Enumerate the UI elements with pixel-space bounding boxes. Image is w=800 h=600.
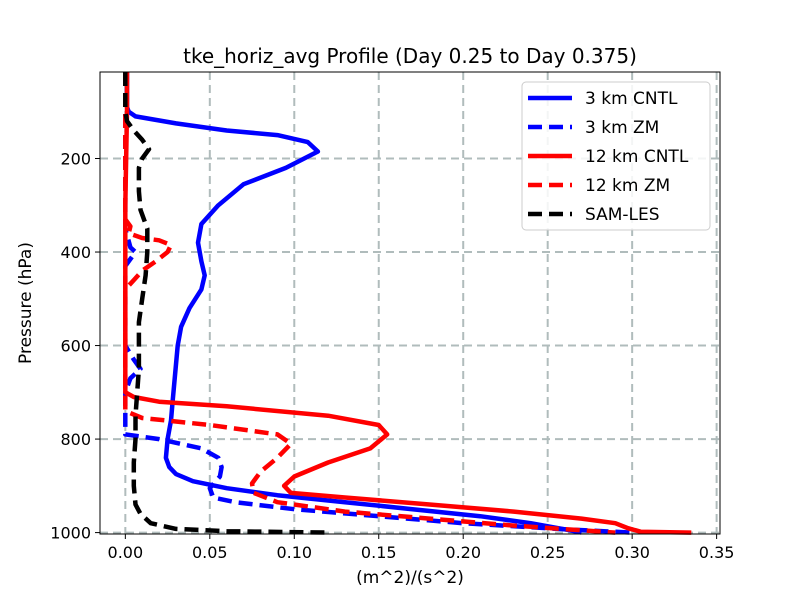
plot-series (123, 72, 692, 535)
series-line-5 (123, 72, 329, 535)
legend-label: 12 km ZM (585, 176, 670, 196)
x-tick-label: 0.25 (530, 543, 566, 562)
legend-label: SAM-LES (585, 205, 660, 225)
legend-label: 12 km CNTL (585, 147, 689, 167)
y-tick-label: 800 (60, 430, 91, 449)
y-tick-label: 600 (60, 337, 91, 356)
legend-label: 3 km ZM (585, 118, 659, 138)
chart-title: tke_horiz_avg Profile (Day 0.25 to Day 0… (183, 44, 637, 68)
series-line-1 (124, 72, 582, 535)
plot-frame (99, 71, 721, 535)
series-line-3 (123, 72, 692, 535)
x-tick-label: 0.30 (614, 543, 650, 562)
x-tick-label: 0.20 (445, 543, 481, 562)
x-tick-label: 0.10 (276, 543, 312, 562)
legend: 3 km CNTL 3 km ZM 12 km CNTL 12 km ZM SAM-LE… (521, 81, 711, 231)
legend-box (521, 81, 711, 231)
x-axis-label: (m^2)/(s^2) (356, 568, 464, 588)
y-axis-label: Pressure (hPa) (16, 242, 36, 364)
x-tick-label: 0.15 (361, 543, 397, 562)
y-tick-label: 400 (60, 243, 91, 262)
y-tick-label: 200 (60, 150, 91, 169)
x-tick-label: 0.00 (108, 543, 144, 562)
x-tick-label: 0.35 (699, 543, 735, 562)
y-ticks: 200 400 600 800 1000 (50, 150, 100, 543)
series-line-4 (123, 72, 616, 535)
x-tick-label: 0.05 (192, 543, 228, 562)
x-ticks: 0.00 0.05 0.10 0.15 0.20 0.25 0.30 0.35 (108, 534, 735, 562)
legend-label: 3 km CNTL (585, 89, 678, 109)
series-line-2 (123, 72, 633, 535)
y-tick-label: 1000 (50, 524, 91, 543)
grid (100, 72, 720, 534)
